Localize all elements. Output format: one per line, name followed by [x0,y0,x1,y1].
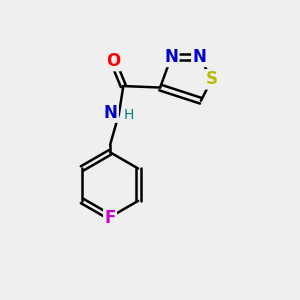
Text: F: F [104,209,116,227]
Text: N: N [104,103,118,122]
Text: N: N [164,48,178,66]
Text: S: S [206,70,218,88]
Text: O: O [106,52,120,70]
Text: N: N [192,48,206,66]
Text: H: H [123,109,134,122]
